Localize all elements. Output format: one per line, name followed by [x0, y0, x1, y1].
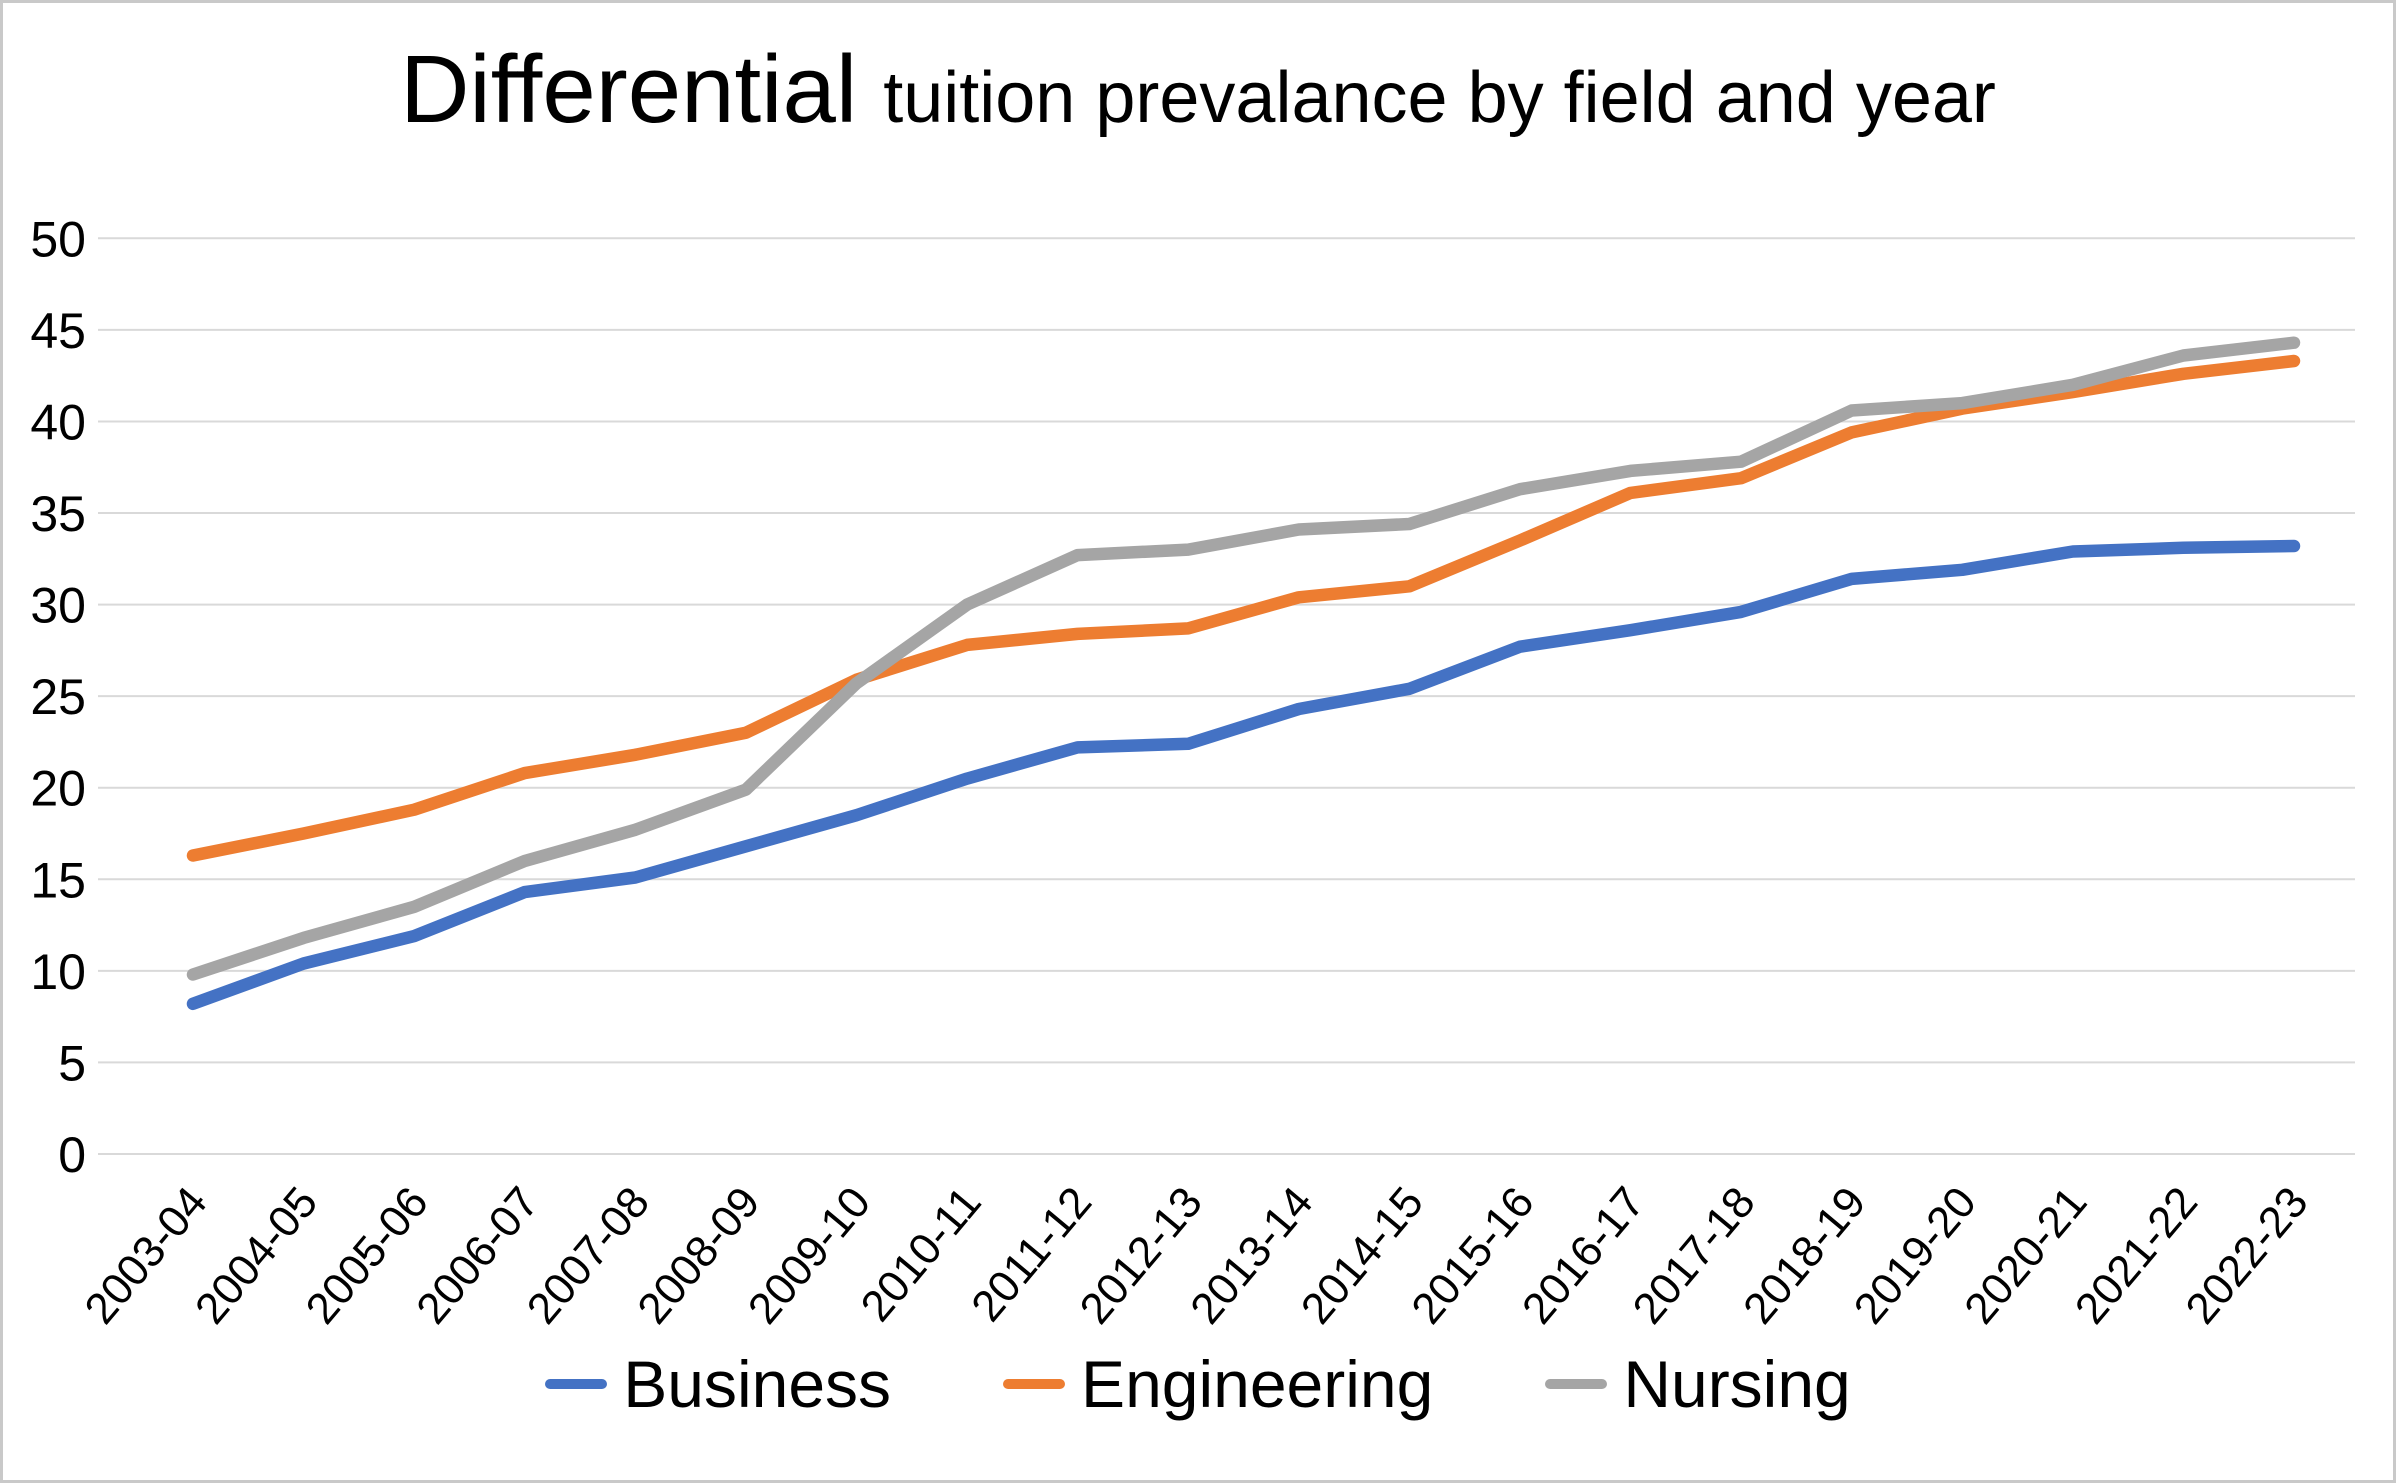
plot-area: 051015202530354045502003-042004-052005-0…	[30, 211, 2355, 1333]
y-tick-label: 45	[30, 303, 86, 359]
y-tick-label: 40	[30, 394, 86, 450]
business-line-swatch	[545, 1379, 608, 1389]
series-line-business	[186, 539, 2301, 1011]
x-tick-label: 2009-10	[739, 1178, 880, 1333]
y-tick-label: 50	[30, 211, 86, 267]
engineering-line-swatch	[1003, 1379, 1066, 1389]
x-tick-label: 2022-23	[2176, 1178, 2317, 1333]
y-tick-label: 20	[30, 761, 86, 817]
y-tick-label: 35	[30, 486, 86, 542]
y-tick-label: 5	[58, 1035, 86, 1091]
x-tick-label: 2010-11	[851, 1178, 990, 1331]
legend-label-engineering: Engineering	[1081, 1347, 1434, 1421]
y-tick-label: 0	[58, 1127, 86, 1183]
y-tick-label: 15	[30, 852, 86, 908]
chart-title-emphasis: Differential	[400, 36, 858, 143]
legend-label-business: Business	[623, 1347, 892, 1421]
chart-title: Differential tuition prevalance by field…	[3, 37, 2393, 143]
series-line-nursing	[186, 336, 2301, 981]
legend-item-business: Business	[545, 1351, 891, 1417]
legend: Business Engineering Nursing	[3, 1351, 2393, 1417]
chart-title-rest: tuition prevalance by field and year	[883, 58, 1996, 138]
y-tick-label: 25	[30, 669, 86, 725]
legend-item-nursing: Nursing	[1545, 1347, 1851, 1421]
legend-item-engineering: Engineering	[1003, 1351, 1433, 1417]
y-tick-label: 30	[30, 578, 86, 634]
y-tick-label: 10	[30, 944, 86, 1000]
nursing-line-swatch	[1545, 1379, 1608, 1389]
legend-label-nursing: Nursing	[1623, 1347, 1851, 1421]
series-line-engineering	[186, 354, 2301, 862]
